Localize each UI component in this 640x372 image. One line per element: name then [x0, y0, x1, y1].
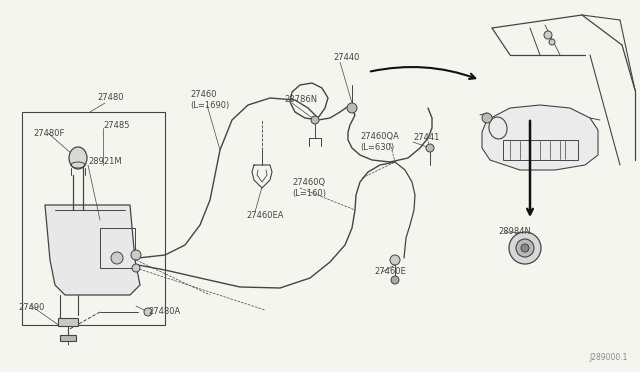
Circle shape — [144, 308, 152, 316]
Polygon shape — [482, 105, 598, 170]
Text: 27440: 27440 — [333, 54, 360, 62]
Bar — [22, 112, 165, 325]
Text: 27480: 27480 — [97, 93, 124, 103]
Text: 28921M: 28921M — [88, 157, 122, 167]
Polygon shape — [45, 205, 140, 295]
Bar — [60, 335, 76, 341]
Circle shape — [516, 239, 534, 257]
Circle shape — [132, 264, 140, 272]
Text: 28984N: 28984N — [498, 228, 531, 237]
Circle shape — [131, 250, 141, 260]
Text: 27460QA
(L=630): 27460QA (L=630) — [360, 132, 399, 152]
Text: 27485: 27485 — [103, 122, 129, 131]
Circle shape — [311, 116, 319, 124]
Circle shape — [509, 232, 541, 264]
Bar — [58, 318, 78, 326]
Text: 27441: 27441 — [413, 134, 440, 142]
Circle shape — [521, 244, 529, 252]
Circle shape — [111, 252, 123, 264]
Bar — [503, 140, 578, 160]
Text: J289000.1: J289000.1 — [589, 353, 628, 362]
Text: 27490: 27490 — [18, 304, 44, 312]
Circle shape — [482, 113, 492, 123]
Bar — [100, 228, 135, 268]
Circle shape — [347, 103, 357, 113]
Ellipse shape — [69, 147, 87, 169]
Circle shape — [391, 276, 399, 284]
Text: 28786N: 28786N — [284, 94, 317, 103]
Text: 27460E: 27460E — [374, 267, 406, 276]
Text: 27480A: 27480A — [148, 308, 180, 317]
Circle shape — [426, 144, 434, 152]
Circle shape — [390, 255, 400, 265]
Circle shape — [549, 39, 555, 45]
Text: 27460
(L=1690): 27460 (L=1690) — [190, 90, 229, 110]
Text: 27480F: 27480F — [33, 128, 65, 138]
Text: 27460Q
(L=160): 27460Q (L=160) — [292, 178, 326, 198]
Text: 27460EA: 27460EA — [246, 211, 284, 219]
Circle shape — [544, 31, 552, 39]
